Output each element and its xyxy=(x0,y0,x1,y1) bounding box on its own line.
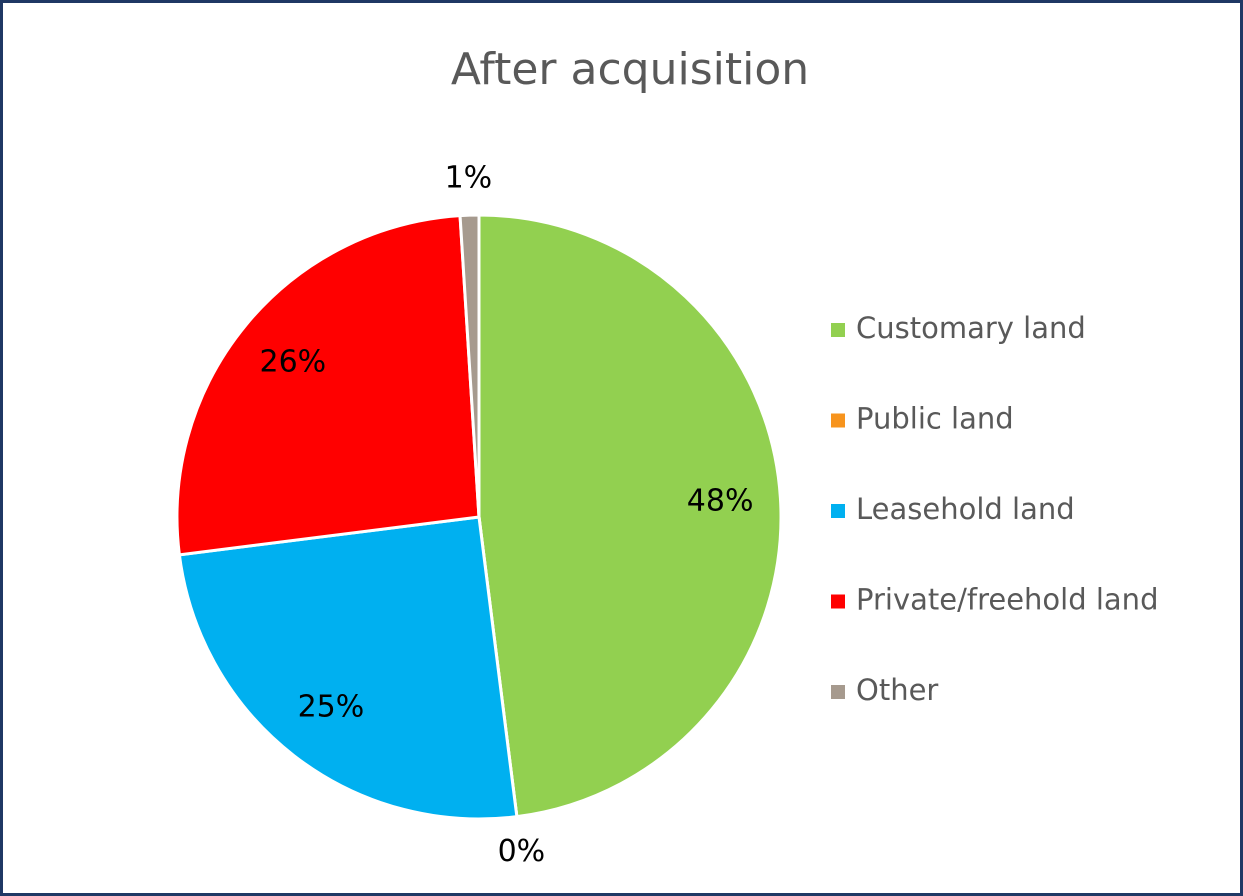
data-label: 26% xyxy=(260,344,327,379)
legend-label: Other xyxy=(856,673,938,707)
legend-swatch xyxy=(831,323,845,337)
legend-label: Customary land xyxy=(856,311,1086,345)
legend-label: Private/freehold land xyxy=(856,583,1158,617)
legend-swatch xyxy=(831,413,845,428)
data-label: 0% xyxy=(498,834,546,869)
data-label: 48% xyxy=(687,483,754,518)
pie-slice xyxy=(477,213,783,819)
data-label: 1% xyxy=(445,160,493,195)
legend-label: Public land xyxy=(856,402,1014,436)
legend-swatch xyxy=(831,594,845,609)
legend-label: Leasehold land xyxy=(856,492,1075,526)
data-label: 25% xyxy=(298,689,365,724)
chart-title: After acquisition xyxy=(451,44,809,95)
legend-swatch xyxy=(831,685,845,699)
pie-slice xyxy=(458,213,481,518)
pie-slice xyxy=(175,214,481,557)
legend-swatch xyxy=(831,504,845,518)
pie-slice xyxy=(177,515,519,821)
